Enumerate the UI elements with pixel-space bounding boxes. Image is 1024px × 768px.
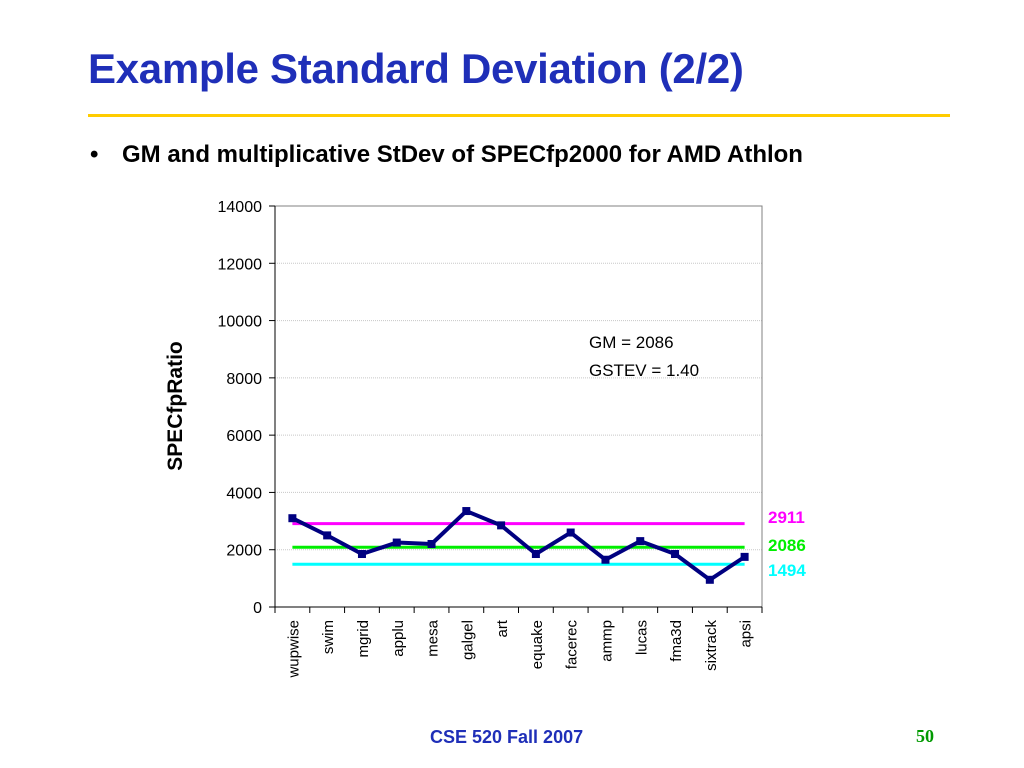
data-point — [497, 521, 506, 530]
data-point — [740, 552, 749, 561]
gridlines — [275, 262, 762, 551]
x-tick-label: mesa — [425, 619, 442, 656]
chart-annotation: GM = 2086 — [589, 333, 674, 352]
series-line — [291, 509, 746, 582]
reference-label: 2911 — [768, 508, 805, 527]
x-tick-label: applu — [390, 620, 407, 657]
data-point — [531, 550, 540, 559]
data-point — [392, 538, 401, 547]
data-series — [288, 507, 749, 584]
data-point — [357, 550, 366, 559]
data-point — [323, 531, 332, 540]
x-tick-label: equake — [529, 620, 546, 669]
data-point — [671, 550, 680, 559]
y-tick-label: 0 — [253, 600, 262, 617]
x-tick-label: fma3d — [668, 620, 685, 662]
reference-label: 2086 — [768, 536, 806, 555]
data-point — [566, 528, 575, 537]
reference-lines — [292, 522, 745, 566]
x-tick-label: swim — [320, 620, 337, 654]
x-tick-label: sixtrack — [703, 620, 720, 671]
slide-title: Example Standard Deviation (2/2) — [88, 45, 744, 92]
footer-text: CSE 520 Fall 2007 — [430, 727, 584, 747]
x-tick-label: mgrid — [355, 620, 372, 658]
axes — [269, 205, 763, 613]
y-tick-label: 10000 — [218, 314, 263, 331]
x-tick-label: lucas — [633, 620, 650, 655]
y-tick-label: 2000 — [226, 543, 262, 560]
x-tick-label: facerec — [564, 620, 581, 670]
x-tick-label: apsi — [738, 620, 755, 648]
y-tick-label: 4000 — [226, 485, 262, 502]
data-point — [427, 539, 436, 548]
data-point — [636, 537, 645, 546]
chart-labels: 0 2000 4000 6000 8000 10000 12000 14000 wupwise s… — [164, 199, 806, 679]
chart-annotation: GSTEV = 1.40 — [589, 361, 699, 380]
title-underline — [88, 114, 950, 117]
y-tick-label: 14000 — [218, 199, 263, 216]
y-axis-title: SPECfpRatio — [164, 341, 187, 471]
data-point — [462, 507, 471, 516]
reference-label: 1494 — [768, 561, 806, 580]
page-number: 50 — [916, 726, 934, 746]
y-tick-label: 12000 — [218, 256, 263, 273]
x-tick-label: wupwise — [285, 620, 302, 679]
bullet-text: GM and multiplicative StDev of SPECfp200… — [122, 141, 803, 168]
bullet-marker: • — [90, 141, 99, 168]
y-tick-label: 6000 — [226, 428, 262, 445]
y-tick-label: 8000 — [226, 371, 262, 388]
data-point — [601, 555, 610, 564]
x-tick-label: galgel — [459, 620, 476, 660]
data-point — [705, 575, 714, 584]
x-tick-label: art — [494, 619, 511, 637]
data-point — [288, 514, 297, 523]
x-tick-label: ammp — [598, 620, 615, 662]
